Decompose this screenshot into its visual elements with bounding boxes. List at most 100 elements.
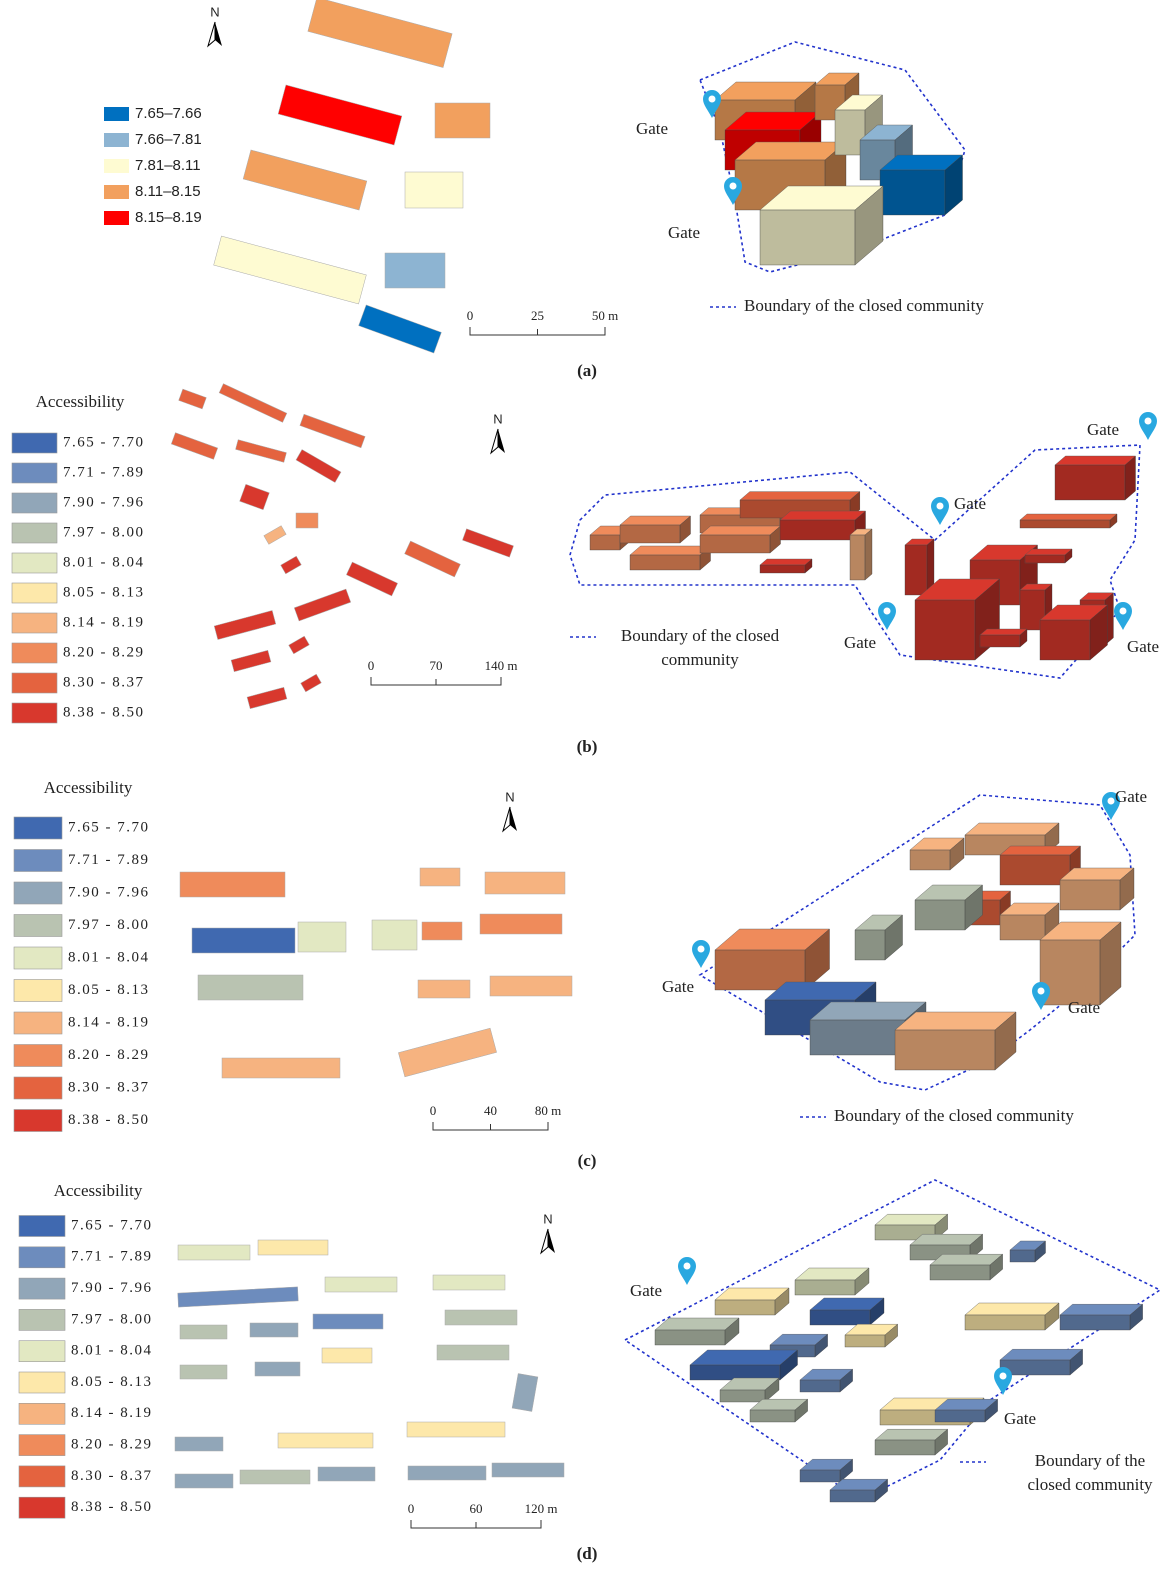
building-footprint: [462, 528, 514, 558]
gate-label: Gate: [1004, 1409, 1036, 1428]
building-shade: [760, 565, 805, 573]
building-shade: [945, 155, 963, 215]
building-side: [764, 1377, 780, 1403]
legend-label: 7.71 - 7.89: [63, 464, 145, 480]
building-side: [869, 1297, 885, 1326]
building-top: [1024, 548, 1073, 556]
building-shade: [1060, 880, 1120, 910]
building-shade: [1020, 520, 1110, 528]
scale-label: 25: [531, 308, 544, 323]
building-shade: [930, 1265, 990, 1280]
gate-pin: [1139, 412, 1157, 440]
building-shade: [1000, 855, 1070, 885]
building-side: [769, 525, 781, 554]
building-shade: [795, 1280, 855, 1295]
building-shade: [720, 1390, 765, 1402]
building-footprint: [434, 102, 491, 139]
building-shade: [915, 600, 975, 660]
legend-label: 8.30 - 8.37: [68, 1079, 150, 1095]
gate-pin-dot: [936, 502, 944, 510]
north-label: N: [543, 1211, 552, 1226]
building-top: [964, 1302, 1060, 1316]
building-shade: [965, 1315, 1045, 1330]
building-3d: [794, 1267, 870, 1296]
building-shade: [995, 1012, 1016, 1070]
building-side: [874, 1478, 888, 1503]
building-3d: [1009, 1240, 1047, 1263]
scale-label: 0: [467, 308, 474, 323]
building-shade: [935, 1214, 948, 1240]
building-shade: [870, 1298, 884, 1325]
building-shade: [985, 1399, 998, 1422]
north-arrow: [498, 429, 505, 453]
building-side: [1109, 513, 1118, 529]
legend-swatch: [11, 432, 58, 454]
building-3d: [809, 1297, 885, 1326]
boundary-legend-label: Boundary of the closed community: [744, 296, 984, 315]
legend-label: 7.97 - 8.00: [68, 917, 150, 933]
building-shade: [855, 186, 883, 265]
building-shade: [1000, 915, 1045, 940]
building-footprint: [321, 1347, 373, 1364]
legend-swatch: [13, 1076, 63, 1100]
north-label: N: [493, 411, 502, 426]
building-3d: [854, 914, 904, 961]
building-3d: [844, 1323, 899, 1348]
building-shade: [845, 1335, 885, 1347]
building-top: [629, 545, 712, 556]
building-side: [1019, 628, 1028, 648]
building-footprint: [277, 1432, 374, 1449]
building-3d: [979, 628, 1028, 648]
building-footprint: [295, 512, 319, 529]
building-shade: [855, 930, 885, 960]
building-footprint: [239, 1469, 311, 1485]
building-footprint: [179, 871, 286, 898]
building-top: [999, 845, 1082, 856]
building-footprint: [197, 974, 304, 1001]
building-shade: [935, 1410, 985, 1422]
building-shade: [715, 1300, 775, 1315]
building-3d: [654, 1317, 740, 1346]
building-footprint: [295, 449, 342, 483]
scale-label: 0: [408, 1501, 415, 1516]
building-shade: [1055, 465, 1125, 500]
legend-swatch: [18, 1277, 66, 1300]
building-front: [999, 914, 1046, 941]
legend-swatch: [104, 185, 129, 199]
building-side: [839, 1368, 853, 1393]
building-footprint: [254, 1361, 301, 1377]
gate-label: Gate: [1127, 637, 1159, 656]
building-front: [999, 854, 1071, 886]
building-footprint: [479, 913, 563, 935]
building-3d: [829, 1478, 889, 1503]
building-top: [759, 558, 813, 566]
building-shade: [800, 1470, 840, 1482]
legend-label: 8.38 - 8.50: [68, 1112, 150, 1128]
gate-label: Gate: [954, 494, 986, 513]
building-front: [1059, 879, 1121, 911]
building-footprint: [371, 919, 418, 951]
building-footprint: [312, 1313, 384, 1330]
gate-label: Gate: [662, 977, 694, 996]
legend-swatch: [18, 1215, 66, 1237]
north-label: N: [505, 789, 514, 804]
building-side: [724, 1317, 740, 1346]
building-shade: [590, 535, 620, 550]
building-side: [1119, 867, 1135, 911]
legend-swatch: [13, 881, 63, 905]
building-footprint: [404, 540, 461, 578]
building-shade: [830, 1490, 875, 1502]
building-shade: [805, 929, 830, 990]
building-footprint: [346, 561, 398, 597]
gate-label: Gate: [1068, 998, 1100, 1017]
building-shade: [927, 539, 934, 595]
boundary-legend-label: community: [661, 650, 739, 669]
building-3d: [1039, 604, 1109, 661]
building-footprint: [324, 1276, 398, 1293]
north-arrow: [215, 22, 222, 46]
building-top: [779, 510, 867, 521]
legend-label: 8.30 - 8.37: [71, 1468, 153, 1484]
building-3d: [719, 1377, 780, 1403]
north-arrow: [207, 21, 216, 48]
building-shade: [1100, 922, 1121, 1005]
